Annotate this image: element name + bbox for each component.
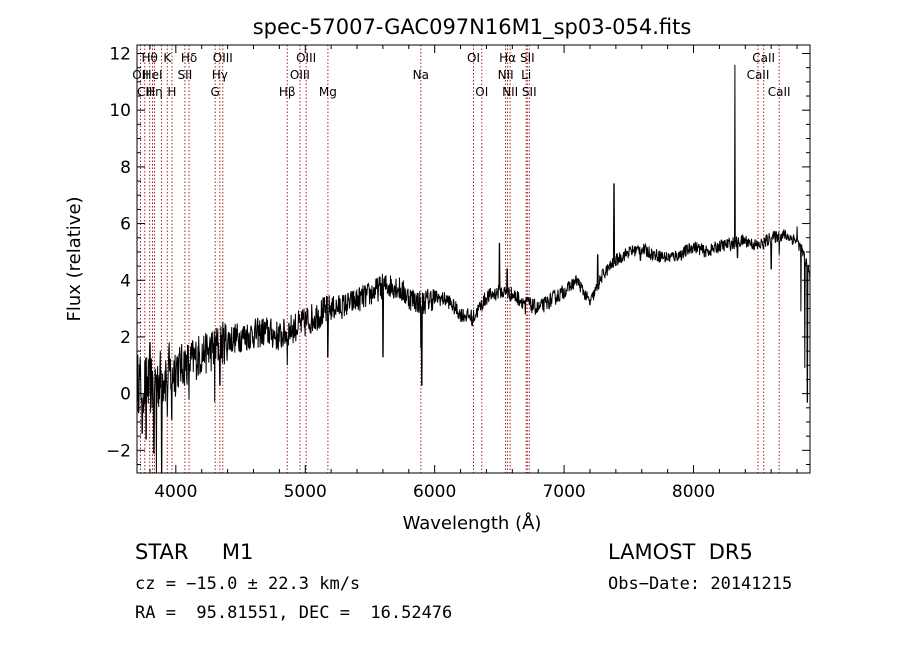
plot-frame xyxy=(136,44,811,474)
line-label: OII xyxy=(132,68,149,82)
line-label: SII xyxy=(522,85,537,99)
line-label: G xyxy=(211,85,220,99)
x-tick-label: 6000 xyxy=(413,482,456,502)
object-class: STAR M1 xyxy=(135,540,254,564)
y-axis-label: Flux (relative) xyxy=(64,196,85,321)
line-label: SII xyxy=(178,68,193,82)
line-label: CaII xyxy=(768,85,791,99)
line-label: OI xyxy=(475,85,488,99)
spectrum-trace xyxy=(136,64,811,474)
line-label: OI xyxy=(467,51,480,65)
x-axis: 4000 5000 6000 7000 8000 xyxy=(149,45,798,502)
line-label: Hδ xyxy=(181,51,197,65)
line-label: OIII xyxy=(296,51,316,65)
line-label: Mg xyxy=(319,85,337,99)
y-tick-label: 2 xyxy=(120,328,131,348)
x-tick-label: 5000 xyxy=(284,482,327,502)
line-label: OIII xyxy=(290,68,310,82)
line-label: Na xyxy=(413,68,429,82)
line-label: NII xyxy=(498,68,514,82)
line-label: Hγ xyxy=(212,68,228,82)
coordinates: RA = 95.81551, DEC = 16.52476 xyxy=(135,603,453,623)
chart-title: spec-57007-GAC097N16M1_sp03-054.fits xyxy=(253,15,692,40)
x-tick-label: 8000 xyxy=(672,482,715,502)
line-label: Hθ xyxy=(141,51,157,65)
line-label: NII xyxy=(502,85,518,99)
x-axis-label: Wavelength (Å) xyxy=(403,512,542,534)
y-tick-label: 6 xyxy=(120,215,131,235)
x-tick-label: 4000 xyxy=(154,482,197,502)
line-label: OIII xyxy=(213,51,233,65)
y-tick-label: 0 xyxy=(120,385,131,405)
line-label: Li xyxy=(521,68,531,82)
obs-date: Obs−Date: 20141215 xyxy=(608,574,793,594)
line-label: HeI xyxy=(143,68,163,82)
y-tick-label: 4 xyxy=(120,271,131,291)
y-axis: −2 0 2 4 6 8 10 12 xyxy=(106,45,810,465)
line-label: SII xyxy=(520,51,535,65)
line-label: Hβ xyxy=(279,85,296,99)
line-label: CaII xyxy=(747,68,770,82)
emission-line-labels: OII CII Hθ HeI Hη K H Hδ SII G Hγ OIII Hβ OIII OIII Mg N… xyxy=(132,51,790,99)
line-label: CII xyxy=(137,85,152,99)
line-label: Hα xyxy=(499,51,516,65)
y-tick-label: −2 xyxy=(106,441,131,461)
x-tick-label: 7000 xyxy=(542,482,585,502)
spectrum-line xyxy=(136,64,811,474)
survey-name: LAMOST DR5 xyxy=(608,540,753,564)
y-tick-label: 10 xyxy=(109,101,131,121)
y-tick-label: 8 xyxy=(120,158,131,178)
redshift-text: cz = −15.0 ± 22.3 km/s xyxy=(135,574,361,594)
y-tick-label: 12 xyxy=(109,45,131,65)
line-label: CaII xyxy=(752,51,775,65)
emission-line-markers xyxy=(139,45,780,473)
line-label: Hη xyxy=(146,85,163,99)
line-label: K xyxy=(163,51,172,65)
line-label: H xyxy=(167,85,176,99)
